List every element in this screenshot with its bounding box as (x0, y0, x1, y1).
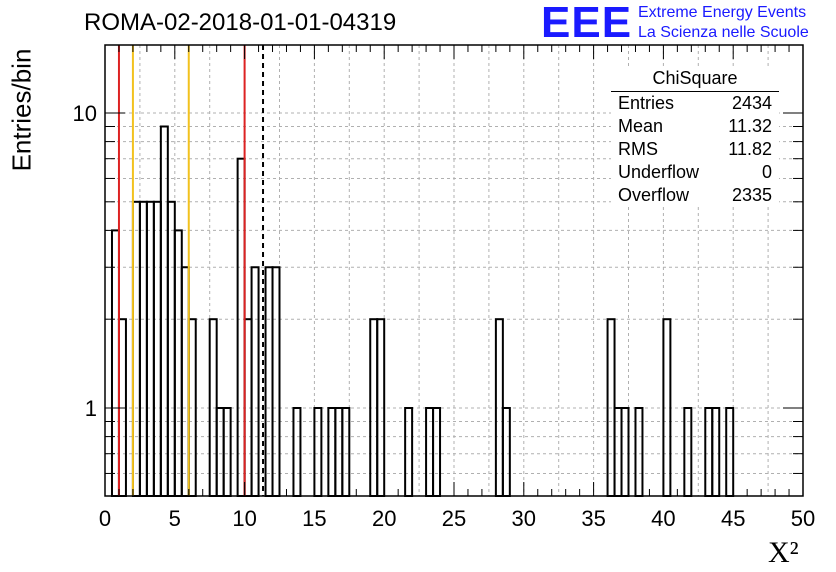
y-tick-label: 1 (85, 396, 97, 421)
x-tick-label: 45 (721, 506, 745, 531)
logo-line-1: Extreme Energy Events (638, 4, 807, 21)
stats-value: 11.82 (728, 139, 772, 159)
stats-label: Mean (618, 116, 664, 136)
stats-label: Overflow (618, 185, 690, 205)
x-tick-label: 50 (791, 506, 815, 531)
x-axis-label: X² (768, 536, 799, 569)
x-tick-label: 5 (169, 506, 181, 531)
stats-row-mean: Mean 11.32 (611, 115, 779, 138)
stats-value: 2434 (731, 93, 772, 113)
x-tick-label: 25 (442, 506, 466, 531)
x-tick-label: 40 (651, 506, 675, 531)
x-tick-label: 30 (512, 506, 536, 531)
stats-row-underflow: Underflow 0 (611, 161, 779, 184)
y-axis-label: Entries/bin (6, 48, 37, 172)
eee-logo-mark: EEE (541, 0, 633, 47)
x-tick-label: 15 (302, 506, 326, 531)
stats-label: RMS (618, 139, 658, 159)
stats-value: 0 (761, 162, 772, 182)
stats-value: 11.32 (728, 116, 772, 136)
stats-value: 2335 (731, 185, 772, 205)
x-tick-label: 0 (99, 506, 111, 531)
stats-title: ChiSquare (611, 68, 779, 92)
x-tick-label: 20 (372, 506, 396, 531)
stats-row-entries: Entries 2434 (611, 92, 779, 115)
y-tick-label: 10 (73, 101, 97, 126)
chart-title: ROMA-02-2018-01-01-04319 (84, 9, 397, 36)
x-tick-label: 35 (581, 506, 605, 531)
x-tick-label: 10 (232, 506, 256, 531)
stats-box: ChiSquare Entries 2434 Mean 11.32 RMS 11… (611, 68, 779, 207)
stats-label: Entries (618, 93, 675, 113)
stats-row-rms: RMS 11.82 (611, 138, 779, 161)
stats-label: Underflow (618, 162, 700, 182)
logo-line-2: La Scienza nelle Scuole (638, 24, 809, 41)
stats-row-overflow: Overflow 2335 (611, 184, 779, 207)
